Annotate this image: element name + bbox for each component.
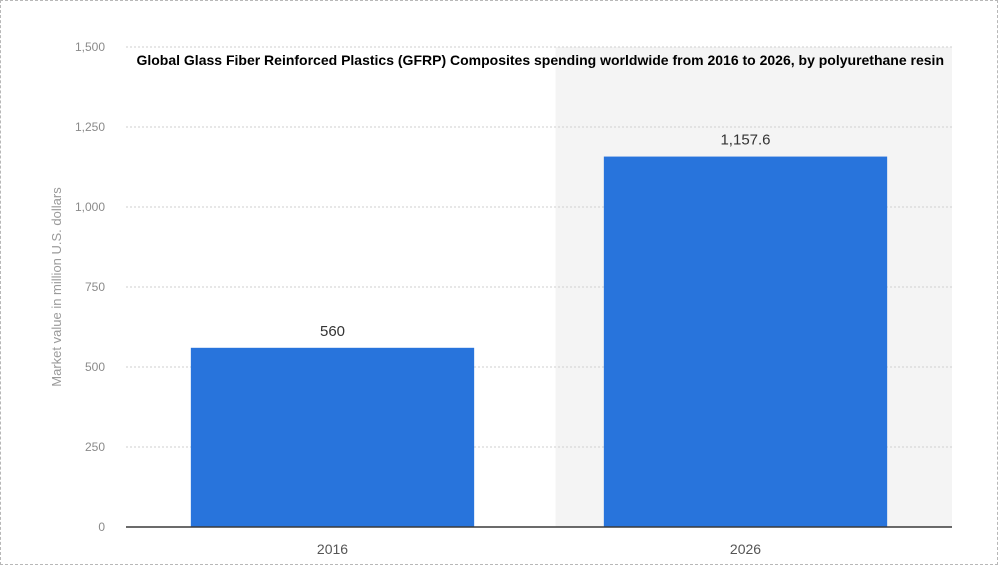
y-axis-title: Market value in million U.S. dollars xyxy=(49,187,64,387)
y-tick-label: 0 xyxy=(98,520,105,534)
y-tick-label: 1,250 xyxy=(75,120,105,134)
y-tick-label: 1,500 xyxy=(75,40,105,54)
bars xyxy=(190,156,888,527)
y-tick-label: 1,000 xyxy=(75,200,105,214)
y-tick-label: 500 xyxy=(85,360,105,374)
data-label-2026: 1,157.6 xyxy=(720,132,770,149)
bar-2016 xyxy=(190,347,475,527)
y-tick-label: 250 xyxy=(85,440,105,454)
x-tick-label-2016: 2016 xyxy=(317,541,348,557)
data-labels: 560 1,157.6 xyxy=(320,132,771,340)
chart-title: Global Glass Fiber Reinforced Plastics (… xyxy=(136,52,944,68)
bar-2026 xyxy=(603,156,888,527)
x-tick-labels: 2016 2026 xyxy=(317,541,761,557)
x-tick-label-2026: 2026 xyxy=(730,541,761,557)
y-tick-label: 750 xyxy=(85,280,105,294)
data-label-2016: 560 xyxy=(320,323,345,340)
y-tick-labels: 0 250 500 750 1,000 1,250 1,500 xyxy=(75,40,105,534)
